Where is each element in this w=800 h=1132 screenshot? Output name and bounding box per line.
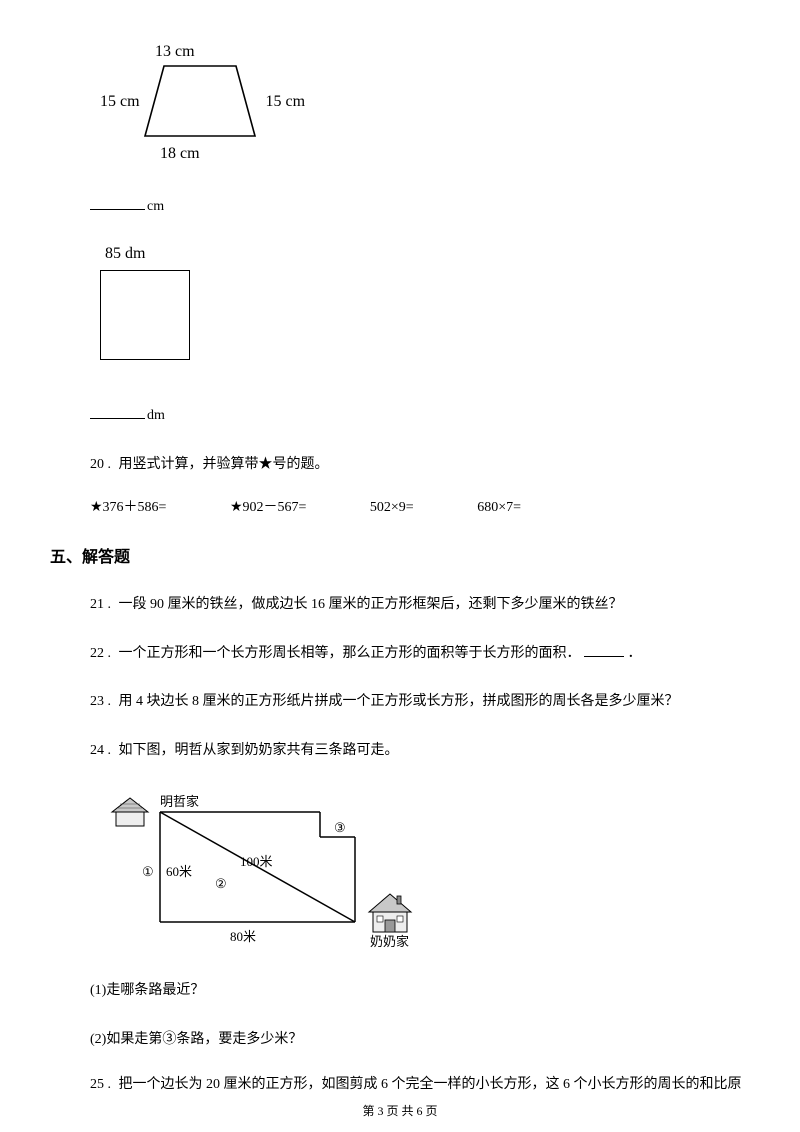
square-label: 85 dm — [105, 242, 750, 266]
path3-label: ③ — [334, 818, 346, 838]
len60-label: 60米 — [166, 862, 192, 882]
question-25: 25 . 把一个边长为 20 厘米的正方形，如图剪成 6 个完全一样的小长方形，… — [90, 1072, 750, 1099]
trapezoid-top-label: 13 cm — [155, 40, 750, 64]
sub-question-2: (2)如果走第③条路，要走多少米？ — [90, 1029, 750, 1050]
q21-text: 一段 90 厘米的铁丝，做成边长 16 厘米的正方形框架后，还剩下多少厘米的铁丝… — [119, 597, 623, 612]
square-figure — [100, 270, 190, 360]
trapezoid-bottom-label: 18 cm — [160, 142, 750, 166]
path-diagram: 明哲家 奶奶家 ① ② ③ 60米 100米 80米 — [90, 782, 430, 952]
trapezoid-left-label: 15 cm — [100, 90, 140, 114]
q22-number: 22 . — [90, 646, 111, 661]
path1-label: ① — [142, 862, 154, 882]
question-20: 20 . 用竖式计算，并验算带★号的题。 — [90, 454, 750, 475]
judge-blank[interactable] — [584, 656, 624, 657]
q25-number: 25 . — [90, 1077, 111, 1092]
q23-number: 23 . — [90, 694, 111, 709]
answer-blank-cm: cm — [90, 196, 750, 217]
blank-line-1[interactable] — [90, 209, 145, 210]
trapezoid-figure: 13 cm 15 cm 15 cm 18 cm — [100, 40, 750, 166]
q20-number: 20 . — [90, 457, 111, 472]
q21-number: 21 . — [90, 597, 111, 612]
page-footer: 第 3 页 共 6 页 — [0, 1102, 800, 1120]
q20-item-2: ★902－567= — [230, 500, 306, 515]
q20-calc-row: ★376＋586= ★902－567= 502×9= 680×7= — [90, 497, 750, 518]
question-23: 23 . 用 4 块边长 8 厘米的正方形纸片拼成一个正方形或长方形，拼成图形的… — [90, 689, 750, 716]
sub-question-1: (1)走哪条路最近？ — [90, 980, 750, 1001]
q25-text: 把一个边长为 20 厘米的正方形，如图剪成 6 个完全一样的小长方形，这 6 个… — [119, 1077, 742, 1092]
trapezoid-svg — [140, 64, 260, 140]
q20-item-1: ★376＋586= — [90, 500, 166, 515]
q20-text: 用竖式计算，并验算带★号的题。 — [119, 457, 329, 472]
q23-text: 用 4 块边长 8 厘米的正方形纸片拼成一个正方形或长方形，拼成图形的周长各是多… — [119, 694, 679, 709]
q20-item-4: 680×7= — [477, 500, 521, 515]
question-21: 21 . 一段 90 厘米的铁丝，做成边长 16 厘米的正方形框架后，还剩下多少… — [90, 592, 750, 619]
grandma-label: 奶奶家 — [370, 932, 409, 952]
home-house-icon — [108, 796, 152, 830]
len100-label: 100米 — [240, 852, 273, 872]
question-24: 24 . 如下图，明哲从家到奶奶家共有三条路可走。 — [90, 738, 750, 765]
question-22: 22 . 一个正方形和一个长方形周长相等，那么正方形的面积等于长方形的面积． ． — [90, 641, 750, 668]
q22-text: 一个正方形和一个长方形周长相等，那么正方形的面积等于长方形的面积． — [119, 646, 581, 661]
path2-label: ② — [215, 874, 227, 894]
home-label: 明哲家 — [160, 792, 199, 812]
q24-number: 24 . — [90, 743, 111, 758]
answer-blank-dm: dm — [90, 405, 750, 426]
grandma-house-icon — [365, 892, 415, 936]
q22-suffix: ． — [628, 646, 642, 661]
len80-label: 80米 — [230, 927, 256, 947]
unit-cm: cm — [147, 199, 164, 214]
q24-text: 如下图，明哲从家到奶奶家共有三条路可走。 — [119, 743, 399, 758]
q20-item-3: 502×9= — [370, 500, 414, 515]
section-5-title: 五、解答题 — [50, 546, 750, 570]
blank-line-2[interactable] — [90, 418, 145, 419]
trapezoid-right-label: 15 cm — [266, 90, 306, 114]
unit-dm: dm — [147, 408, 165, 423]
